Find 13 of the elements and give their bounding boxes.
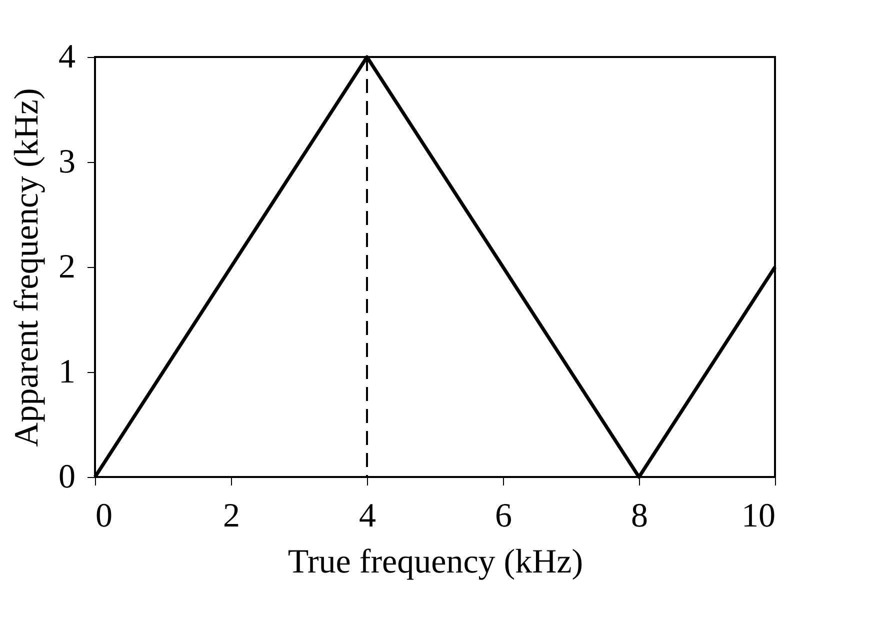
y-tick-label: 4	[58, 38, 76, 76]
x-tick-label: 10	[742, 498, 776, 534]
y-tick-label: 2	[58, 248, 76, 286]
x-tick-label: 6	[495, 498, 512, 534]
y-tick-label: 0	[58, 458, 76, 496]
x-tick-label: 0	[96, 498, 112, 534]
y-tick-label: 1	[58, 354, 76, 390]
y-tick-label: 3	[58, 144, 76, 180]
y-axis-title: Apparent frequency (kHz)	[8, 88, 46, 447]
x-tick-label: 8	[631, 498, 648, 534]
x-axis-title: True frequency (kHz)	[288, 544, 584, 580]
x-tick-label: 4	[359, 498, 376, 534]
x-tick-label: 2	[223, 498, 240, 534]
